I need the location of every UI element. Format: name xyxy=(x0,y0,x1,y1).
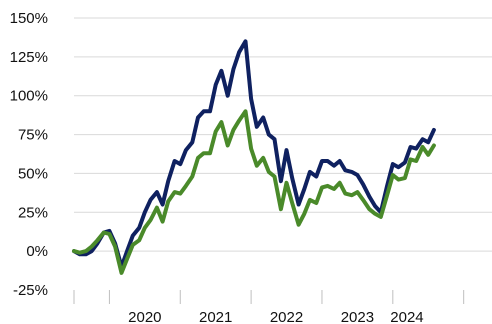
series-line-1 xyxy=(72,39,436,269)
y-tick-label: 0% xyxy=(26,243,48,260)
x-axis-ticks xyxy=(73,290,465,304)
y-tick-label: 100% xyxy=(10,88,48,105)
y-tick-label: 125% xyxy=(10,49,48,66)
y-tick-label: -25% xyxy=(13,282,48,299)
x-tick-label: 2024 xyxy=(390,309,423,324)
x-tick-label: 2023 xyxy=(341,309,374,324)
x-tick-label: 2020 xyxy=(128,309,161,324)
y-tick-label: 25% xyxy=(18,204,48,221)
y-tick-label: 75% xyxy=(18,127,48,144)
series-line-2 xyxy=(72,109,436,275)
y-tick-label: 150% xyxy=(10,10,48,27)
gridlines xyxy=(74,17,492,252)
x-axis-labels: 2020 2021 2022 2023 2024 xyxy=(128,309,424,324)
y-axis-labels: 150% 125% 100% 75% 50% 25% 0% -25% xyxy=(10,10,48,299)
series-lines xyxy=(72,39,436,275)
x-tick-label: 2021 xyxy=(199,309,232,324)
y-tick-label: 50% xyxy=(18,165,48,182)
x-tick-label: 2022 xyxy=(270,309,303,324)
